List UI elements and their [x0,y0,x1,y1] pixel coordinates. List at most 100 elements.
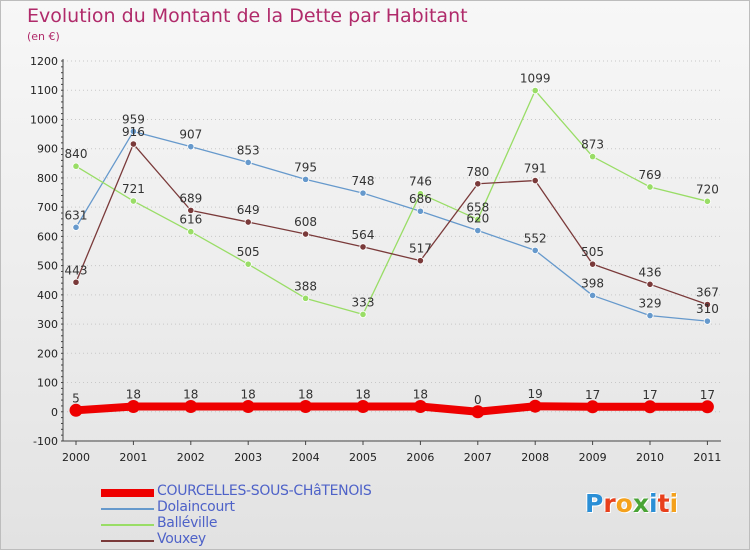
data-label: 959 [122,112,145,126]
x-tick-label: 2011 [693,451,721,464]
data-label: 795 [294,160,317,174]
data-point [474,215,482,224]
data-point [586,400,600,414]
data-label: 329 [639,297,662,311]
data-label: 505 [581,245,604,259]
data-point [126,400,140,414]
data-label: 1099 [520,72,551,86]
x-tick-label: 2006 [406,451,434,464]
x-tick-label: 2010 [636,451,664,464]
data-point [474,226,482,235]
data-label: 443 [65,263,88,277]
data-label: 616 [179,213,202,227]
data-label: 333 [352,295,375,309]
y-tick-label: 400 [37,289,58,302]
legend-swatch [101,508,154,510]
data-label: 5 [72,391,80,405]
data-point [703,317,712,325]
data-point [646,183,654,191]
legend-label: COURCELLES-SOUS-CHâTENOIS [157,483,372,499]
data-label: 17 [585,388,600,402]
x-tick-label: 2002 [177,451,205,464]
data-point [299,400,313,414]
logo-letter: t [657,489,670,518]
data-label: 552 [524,231,547,245]
logo-letter: x [632,489,649,518]
data-label: 631 [65,208,88,222]
legend-label: Dolaincourt [157,499,235,515]
data-label: 721 [122,182,145,196]
x-tick-label: 2004 [292,451,320,464]
data-point [301,175,310,183]
data-labels: 5 18 18 18 18 18 18 0 19 17 17 17 631 959 907 853 795 748… [65,72,719,407]
data-label: 658 [466,200,489,214]
data-label: 17 [642,388,657,402]
data-point [187,143,195,151]
data-point [244,158,252,167]
data-point [528,399,542,413]
data-point [359,310,367,319]
data-label: 840 [65,147,88,161]
data-point [703,197,712,205]
data-label: 620 [466,212,489,226]
chart-title: Evolution du Montant de la Dette par Hab… [27,5,468,27]
data-point [72,162,80,170]
data-point [187,206,195,214]
data-label: 780 [466,165,489,179]
data-label: 608 [294,215,317,229]
y-tick-label: 500 [37,260,58,273]
y-tick-label: 300 [37,318,58,331]
data-point [531,246,539,255]
data-label: 18 [126,388,141,402]
data-point [588,152,597,161]
legend-label: Balléville [157,515,218,531]
data-point [416,257,424,265]
data-label: 720 [696,182,719,196]
y-tick-label: 900 [37,143,58,156]
data-label: 18 [413,388,428,402]
data-label: 18 [355,388,370,402]
y-tick-label: 700 [37,201,58,214]
data-label: 0 [474,393,482,407]
series-line-3 [75,143,709,306]
data-label: 907 [179,128,202,142]
data-point [72,223,80,231]
data-point [588,260,597,268]
data-point [72,278,80,286]
axes: -100 0 100 200 300 400 500 600 700 800 900 1000 1100… [30,55,721,464]
data-label: 748 [352,174,375,188]
data-label: 689 [179,191,202,205]
legend-swatch [101,524,154,526]
chart-subtitle: (en €) [27,30,60,43]
data-label: 916 [122,125,145,139]
data-point [588,291,597,300]
logo-letter: o [615,489,633,518]
y-tick-label: 100 [37,377,58,390]
data-point [301,230,310,238]
series-line-1 [75,130,709,322]
y-tick-label: 1000 [30,113,58,126]
data-label: 517 [409,242,432,256]
y-tick-label: 0 [51,406,58,419]
data-label: 873 [581,138,604,152]
x-tick-label: 2008 [521,451,549,464]
data-label: 17 [700,388,715,402]
y-tick-label: 800 [37,172,58,185]
data-point [703,300,712,309]
data-point [359,243,367,251]
data-label: 398 [581,276,604,290]
x-tick-label: 2005 [349,451,377,464]
data-point [244,218,252,226]
data-point [241,400,255,414]
data-label: 18 [241,388,256,402]
data-label: 436 [639,265,662,279]
data-point [416,207,424,215]
data-point [129,197,137,205]
data-point [531,176,539,185]
data-point [359,189,367,197]
x-tick-label: 2009 [579,451,607,464]
data-label: 505 [237,245,260,259]
data-point [356,400,370,414]
